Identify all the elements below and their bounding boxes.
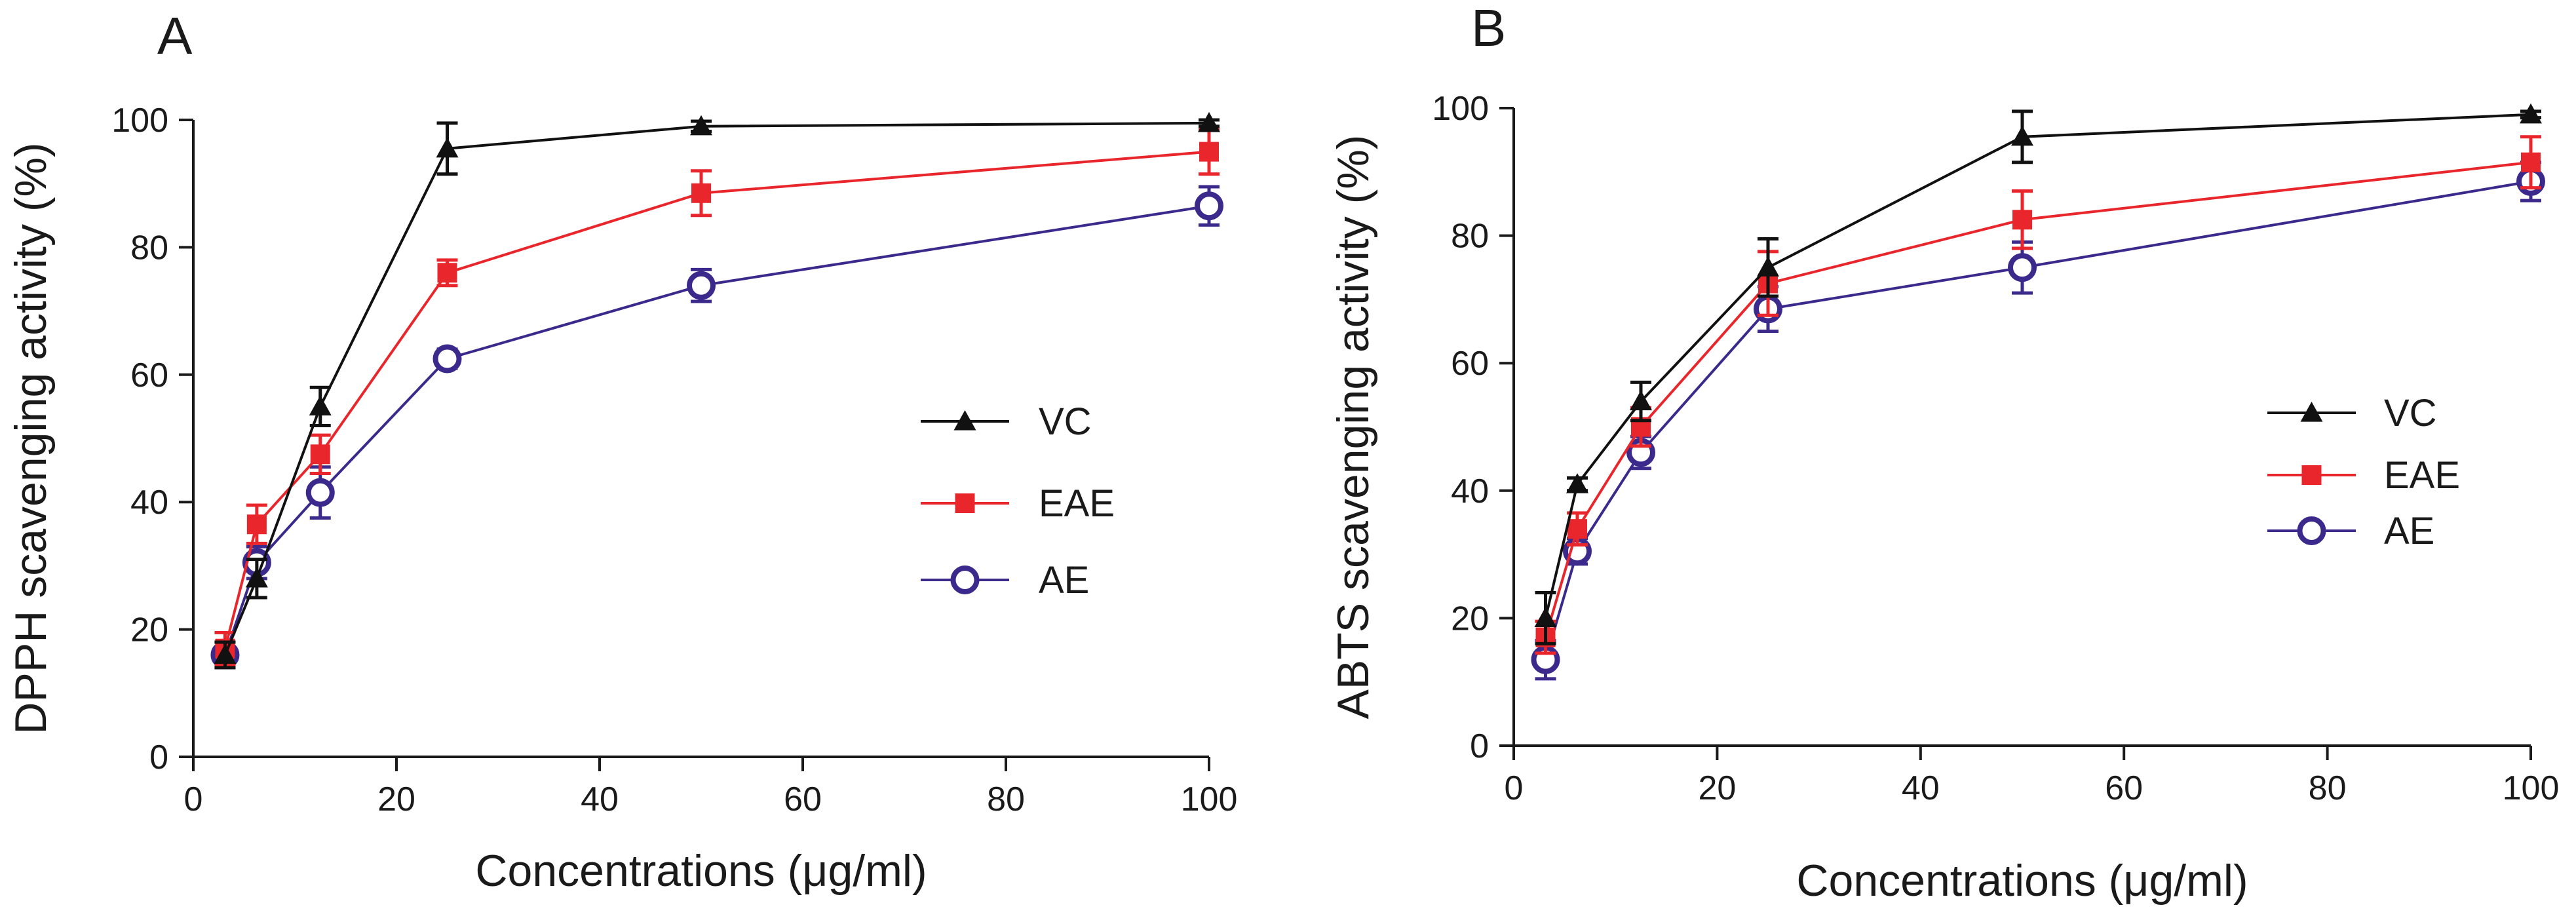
panel-a-vc-point — [309, 395, 332, 415]
panel-b-eae-point — [1567, 519, 1587, 539]
panel-b-x-tick-label: 20 — [1698, 769, 1736, 807]
panel-a-x-tick-label: 80 — [987, 780, 1025, 818]
panel-b-series-vc — [1534, 103, 2542, 645]
panel-a-vc-line — [223, 121, 1210, 656]
panel-a-y-tick-label: 0 — [149, 738, 168, 776]
panel-b-x-axis-label: Concentrations (μg/ml) — [1796, 856, 2248, 906]
panel-a-x-axis-label: Concentrations (μg/ml) — [475, 846, 927, 896]
panel-b-y-tick-label: 100 — [1432, 90, 1489, 128]
panel-a-legend-eae-label: EAE — [1039, 482, 1115, 525]
panel-b-abts-chart: B 0 20 40 60 80 100 0 20 40 60 80 100 Concentrations… — [1328, 0, 2559, 906]
panel-b-legend-eae-marker — [2301, 465, 2322, 485]
panel-a-x-tick-label: 20 — [377, 780, 415, 818]
panel-b-eae-line — [1544, 161, 2531, 638]
panel-b-x-tick-label: 100 — [2503, 769, 2560, 807]
panel-a-dpph-chart: A 0 20 40 60 80 100 0 20 40 60 80 100 Concentrations… — [6, 7, 1237, 896]
panel-a-legend-vc-marker — [953, 410, 976, 431]
panel-a-legend-eae-marker — [955, 493, 975, 513]
panel-b-x-tick-label: 60 — [2105, 769, 2143, 807]
panel-a-x-tick-label: 0 — [184, 780, 203, 818]
panel-b-vc-point — [1630, 390, 1652, 411]
panel-label-b: B — [1471, 0, 1506, 57]
panel-b-x-tick-label: 40 — [1902, 769, 1940, 807]
panel-b-x-tick-label: 80 — [2309, 769, 2347, 807]
panel-a-vc-point — [436, 137, 459, 158]
panel-label-a: A — [157, 7, 193, 65]
panel-a-x-tick-label: 60 — [784, 780, 822, 818]
panel-b-legend-eae-label: EAE — [2384, 454, 2460, 497]
panel-b-ae-point — [2008, 253, 2037, 282]
panel-a-x-tick-label: 40 — [581, 780, 619, 818]
panel-a-ae-point — [433, 344, 462, 374]
panel-b-eae-point — [2521, 152, 2541, 172]
panel-b-vc-point — [1757, 256, 1779, 277]
panel-b-vc-point — [2011, 125, 2033, 146]
panel-b-y-tick-label: 0 — [1470, 727, 1489, 765]
panel-b-legend-ae-label: AE — [2384, 510, 2434, 552]
panel-a-y-tick-label: 20 — [130, 611, 168, 649]
panel-a-legend: VC EAE AE — [921, 400, 1115, 602]
panel-a-eae-point — [1199, 142, 1219, 162]
panel-a-ae-point — [305, 478, 335, 507]
panel-a-series-vc — [214, 111, 1220, 670]
panel-a-y-tick-label: 80 — [130, 229, 168, 267]
panel-a-vc-point — [690, 115, 712, 136]
panel-b-x-tick-label: 0 — [1505, 769, 1524, 807]
panel-b-y-tick-label: 20 — [1451, 600, 1489, 638]
panel-b-vc-line — [1544, 113, 2531, 619]
panel-b-vc-point — [1534, 607, 1557, 627]
panel-a-legend-ae-label: AE — [1039, 559, 1089, 602]
panel-b-legend: VC EAE AE — [2267, 392, 2460, 552]
panel-a-y-tick-label: 100 — [111, 102, 168, 140]
panel-a-y-tick-label: 40 — [130, 484, 168, 522]
panel-a-ae-point — [687, 271, 716, 300]
panel-a-vc-point — [214, 643, 237, 664]
panel-b-legend-ae-marker — [2297, 516, 2326, 545]
panel-b-vc-point — [2520, 103, 2542, 124]
panel-a-ae-point — [1195, 191, 1223, 221]
panel-b-legend-vc-label: VC — [2384, 392, 2437, 434]
panel-a-y-axis-label: DPPH scavenging activity (%) — [6, 142, 56, 734]
panel-a-legend-vc-label: VC — [1039, 400, 1092, 443]
panel-a-x-tick-label: 100 — [1181, 780, 1238, 818]
panel-a-eae-point — [246, 514, 267, 535]
panel-a-eae-point — [310, 444, 330, 465]
panel-b-ae-line — [1544, 180, 2531, 661]
panel-a-legend-ae-marker — [950, 565, 980, 594]
panel-b-vc-point — [1566, 473, 1588, 493]
panel-a-eae-point — [437, 263, 457, 283]
panel-b-y-tick-label: 60 — [1451, 345, 1489, 383]
panel-b-legend-vc-marker — [2300, 402, 2323, 422]
panel-a-eae-point — [691, 183, 711, 203]
panel-b-y-tick-label: 80 — [1451, 218, 1489, 256]
panel-a-vc-point — [245, 567, 268, 588]
panel-b-y-axis-label: ABTS scavenging activity (%) — [1328, 135, 1378, 719]
panel-a-vc-point — [1198, 111, 1220, 132]
panel-a-series-ae — [210, 185, 1223, 670]
panel-b-y-tick-label: 40 — [1451, 472, 1489, 510]
panel-a-y-tick-label: 60 — [130, 356, 168, 394]
panel-b-eae-point — [2012, 210, 2032, 230]
